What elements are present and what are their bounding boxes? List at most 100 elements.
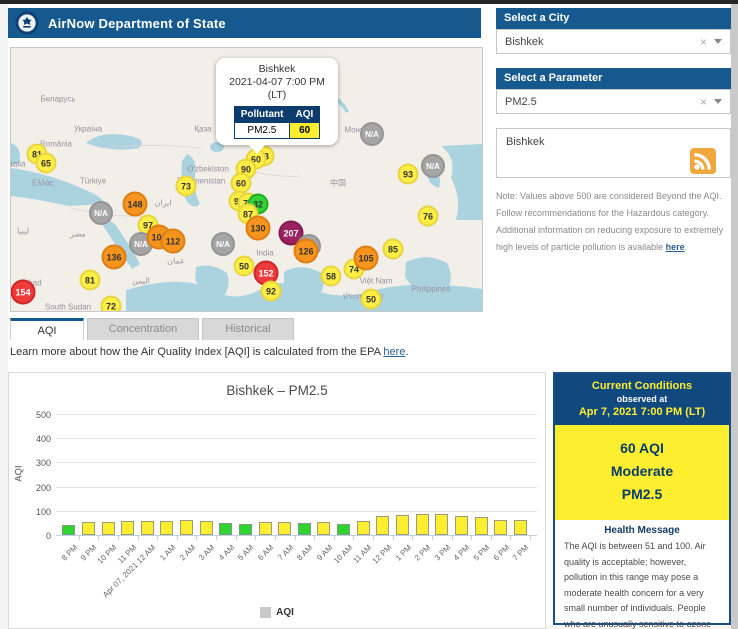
map-country-label: Україна xyxy=(73,124,103,134)
chart-x-tick xyxy=(78,536,80,540)
map-country-label: Қаза xyxy=(194,124,212,134)
chart-x-tick xyxy=(216,536,218,540)
chart-bar[interactable] xyxy=(356,521,370,535)
map-country-label: ليبيا xyxy=(16,226,30,236)
chart-bar[interactable] xyxy=(199,521,213,535)
city-clear-icon[interactable]: × xyxy=(699,34,707,49)
aqi-map-marker[interactable]: 72 xyxy=(100,295,122,311)
aqi-map-marker[interactable]: 58 xyxy=(320,265,342,287)
aqi-map-marker[interactable]: 65 xyxy=(35,152,57,174)
chart-bar[interactable] xyxy=(81,522,95,535)
dos-seal-icon xyxy=(15,11,39,35)
chart-bar[interactable] xyxy=(415,514,429,535)
legend-swatch xyxy=(260,607,272,618)
chart-bar[interactable] xyxy=(454,516,468,535)
aqi-map-marker[interactable]: 136 xyxy=(101,244,127,270)
chart-bar[interactable] xyxy=(180,520,194,535)
chart-bar[interactable] xyxy=(258,522,272,535)
note-here-link[interactable]: here xyxy=(665,242,685,253)
map-country-label: مصر xyxy=(70,229,86,239)
chart-x-tick xyxy=(157,536,159,540)
health-message-title: Health Message xyxy=(604,525,680,537)
parameter-chevron-down-icon[interactable] xyxy=(714,99,722,104)
aqi-chart: Bishkek – PM2.5 AQI AQI 0 100 200 300 400 500… xyxy=(8,372,546,629)
chart-x-tick xyxy=(333,536,335,540)
chart-bar[interactable] xyxy=(140,521,154,535)
chart-bar[interactable] xyxy=(219,523,233,535)
tab-concentration[interactable]: Concentration xyxy=(87,318,199,340)
parameter-clear-icon[interactable]: × xyxy=(699,94,707,109)
chart-bar[interactable] xyxy=(494,520,508,535)
chart-y-tick-label: 400 xyxy=(35,434,51,445)
popup-table: Pollutant AQI PM2.5 60 xyxy=(233,106,321,140)
chart-bar[interactable] xyxy=(376,516,390,535)
aqi-map-marker[interactable]: 92 xyxy=(260,280,282,302)
scrollbar[interactable] xyxy=(731,4,738,629)
chart-y-tick-label: 0 xyxy=(45,531,51,541)
map-country-label: Монгол xyxy=(344,125,372,135)
rss-icon[interactable] xyxy=(690,148,716,179)
aqi-map-marker[interactable]: N/A xyxy=(421,154,445,178)
aqi-pollutant: PM2.5 xyxy=(621,486,663,503)
chart-bar[interactable] xyxy=(238,524,252,535)
parameter-select[interactable]: PM2.5 × xyxy=(496,89,731,114)
chart-bar[interactable] xyxy=(317,522,331,535)
aqi-map-marker[interactable]: 93 xyxy=(397,163,419,185)
popup-datetime: 2021-04-07 7:00 PM xyxy=(229,76,325,89)
chart-bar[interactable] xyxy=(337,524,351,535)
chart-y-tick-label: 200 xyxy=(35,482,51,493)
tab-bar: AQI Concentration Historical xyxy=(10,318,294,340)
aqi-map-marker[interactable]: 130 xyxy=(245,215,271,241)
aqi-map-marker[interactable]: 126 xyxy=(293,238,319,264)
popup-city: Bishkek xyxy=(258,63,296,75)
aqi-map-marker[interactable]: N/A xyxy=(89,201,113,225)
aqi-map-marker[interactable]: 112 xyxy=(160,228,186,254)
map-country-label: O'zbekiston xyxy=(187,164,229,174)
chart-bar[interactable] xyxy=(278,522,292,535)
aqi-map-marker[interactable]: 50 xyxy=(233,255,255,277)
chart-x-tick xyxy=(412,536,414,540)
map-country-label: India xyxy=(256,248,274,258)
popup-pollutant-value: PM2.5 xyxy=(234,122,290,139)
chart-bar[interactable] xyxy=(474,517,488,535)
map[interactable]: Беларусь Україна România Italia Ελλάς Türkiye… xyxy=(10,47,483,312)
aqi-map-marker[interactable]: 85 xyxy=(382,238,404,260)
learn-more-here-link[interactable]: here xyxy=(383,346,406,358)
map-popup[interactable]: Bishkek 2021-04-07 7:00 PM (LT) Pollutan… xyxy=(216,58,338,155)
chart-bar[interactable] xyxy=(513,520,527,535)
chart-bar[interactable] xyxy=(62,525,76,535)
chart-x-tick-label: 8 PM xyxy=(59,543,80,563)
map-country-label: اليمن xyxy=(132,276,150,286)
chart-bar[interactable] xyxy=(297,523,311,535)
aqi-map-marker[interactable]: 73 xyxy=(175,175,197,197)
tab-aqi[interactable]: AQI xyxy=(10,318,84,340)
aqi-map-marker[interactable]: 154 xyxy=(11,279,36,305)
chart-x-tick-label: 1 PM xyxy=(393,543,413,563)
window-top-edge xyxy=(0,0,738,4)
tab-historical[interactable]: Historical xyxy=(202,318,294,340)
aqi-map-marker[interactable]: N/A xyxy=(211,232,235,256)
aqi-map-marker[interactable]: 148 xyxy=(122,191,148,217)
map-country-label: Italia xyxy=(10,159,26,169)
aqi-map-marker[interactable]: N/A xyxy=(360,122,384,146)
chart-bar[interactable] xyxy=(121,521,135,535)
city-select[interactable]: Bishkek × xyxy=(496,29,731,54)
aqi-map-marker[interactable]: 81 xyxy=(79,269,101,291)
city-chevron-down-icon[interactable] xyxy=(714,39,722,44)
chart-bar[interactable] xyxy=(396,515,409,535)
chart-x-tick-label: 6 AM xyxy=(256,543,276,563)
aqi-map-marker[interactable]: 105 xyxy=(353,245,379,271)
aqi-category: Moderate xyxy=(610,463,674,480)
chart-x-tick xyxy=(392,536,394,540)
chart-bar[interactable] xyxy=(435,514,449,535)
chart-bar[interactable] xyxy=(101,522,115,535)
chart-bar[interactable] xyxy=(160,521,174,535)
chart-x-tick xyxy=(235,536,237,540)
app-title: AirNow Department of State xyxy=(48,15,226,31)
map-country-label: Philippines xyxy=(411,284,451,294)
aqi-map-marker[interactable]: 76 xyxy=(417,205,439,227)
aqi-map-marker[interactable]: 50 xyxy=(360,288,382,310)
chart-y-tick-label: 500 xyxy=(35,410,51,420)
chart-x-tick-label: 10 AM xyxy=(331,543,354,566)
